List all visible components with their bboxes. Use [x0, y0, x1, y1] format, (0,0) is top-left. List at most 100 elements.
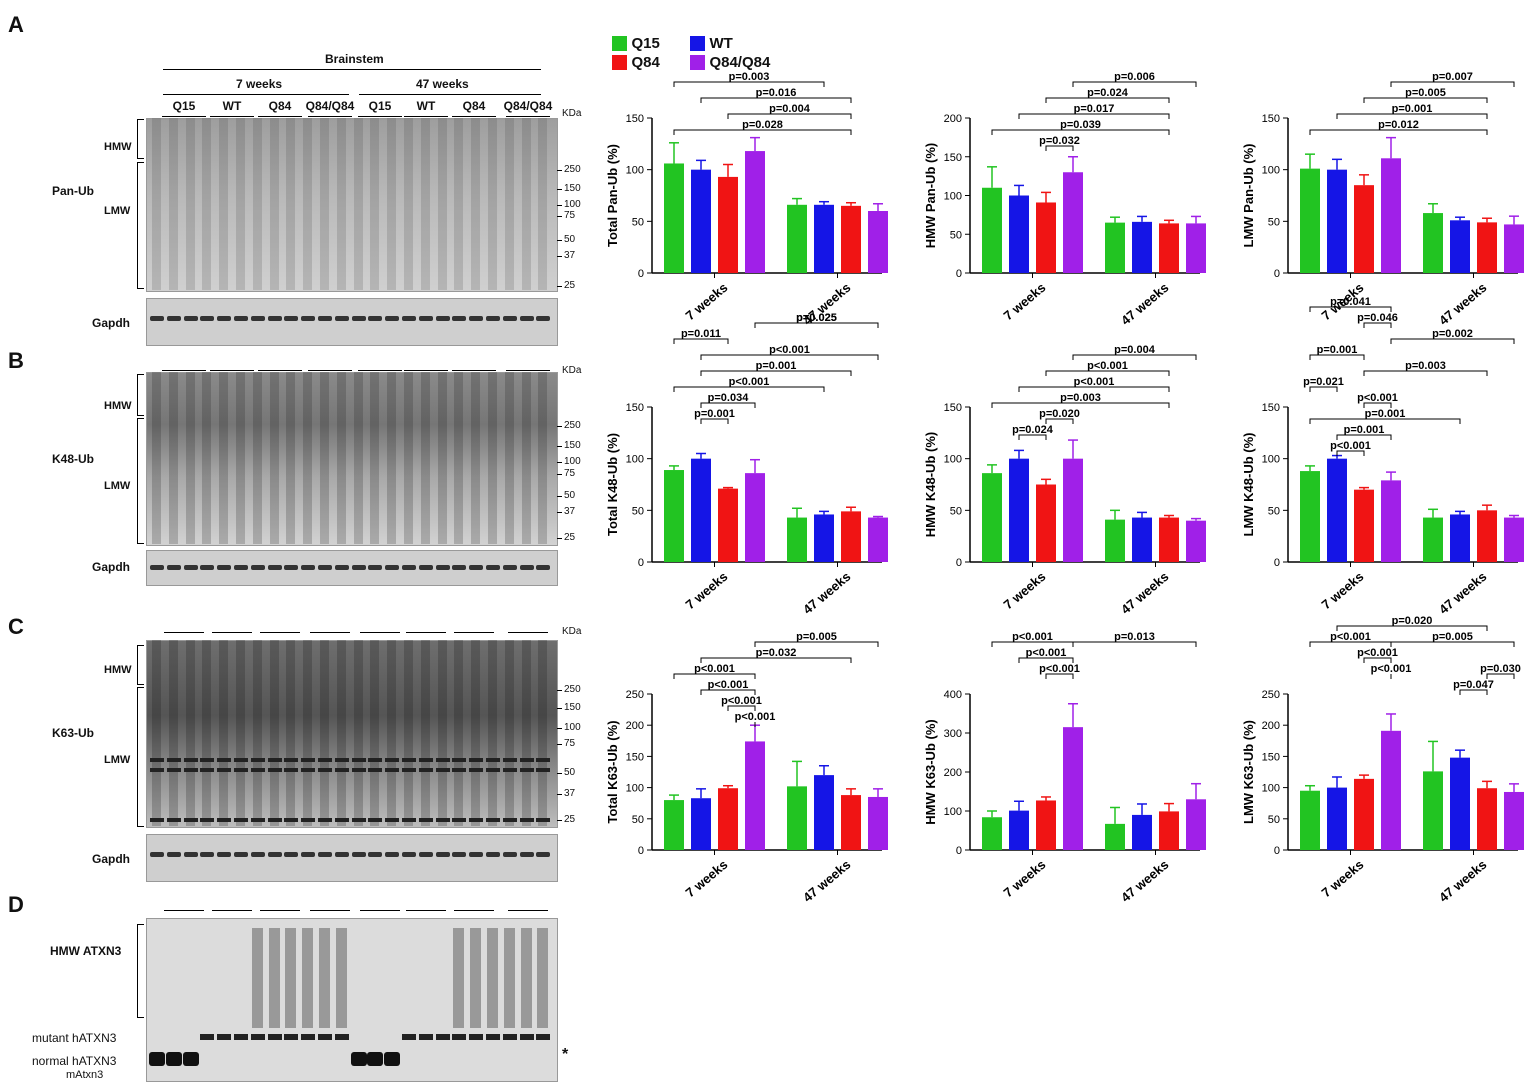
age-line-47wk: [359, 94, 541, 95]
k63-band: [334, 758, 349, 762]
y-axis-label: LMW Pan-Ub (%): [1241, 144, 1256, 248]
gapdh-band: [452, 852, 467, 857]
blot-lane: [504, 118, 514, 290]
hmw-atxn3-smear: [319, 928, 330, 1028]
bar: [1063, 727, 1083, 850]
significance-bracket: [700, 418, 729, 424]
k63-band: [435, 758, 450, 762]
bar: [814, 775, 834, 850]
hmw-atxn3-smear: [285, 928, 297, 1028]
genotype-label: Q84: [462, 99, 486, 113]
k63-band: [334, 768, 349, 772]
mw-marker-label: 150: [564, 702, 581, 713]
y-axis-label: LMW K48-Ub (%): [1241, 433, 1256, 537]
k63-band: [234, 758, 248, 762]
group-underline-b: [210, 370, 254, 371]
significance-bracket: [1363, 97, 1488, 103]
bar: [841, 511, 861, 562]
mutant-atxn3-band: [267, 1034, 282, 1040]
gapdh-band: [334, 316, 349, 321]
gapdh-band: [469, 316, 484, 321]
blot-lane: [286, 640, 296, 826]
gapdh-band: [435, 565, 450, 570]
group-underline-b: [258, 370, 302, 371]
mw-marker-label: 250: [564, 164, 581, 175]
bar: [745, 741, 765, 850]
k63-band: [452, 768, 467, 772]
group-underline-c: [212, 632, 252, 633]
y-tick-label: 0: [956, 268, 962, 280]
bar: [1036, 202, 1056, 273]
k63-band: [284, 768, 299, 772]
k63-band: [284, 818, 299, 822]
genotype-underline: [210, 116, 254, 117]
y-tick-label: 400: [944, 689, 962, 701]
mw-marker-label: 75: [564, 738, 576, 749]
gapdh-band: [250, 316, 265, 321]
k63-band: [486, 818, 500, 822]
significance-label: p<0.001: [735, 711, 776, 723]
hmw-atxn3-smear: [302, 928, 314, 1028]
blot-lane: [404, 118, 413, 290]
significance-bracket: [700, 689, 756, 695]
mw-marker-tick: [557, 286, 562, 287]
mw-marker-label: 75: [564, 468, 576, 479]
significance-bracket: [1309, 641, 1392, 647]
bar: [1159, 517, 1179, 562]
bar: [1132, 814, 1152, 850]
blot-lane: [538, 118, 548, 290]
significance-label: p=0.004: [769, 103, 811, 115]
bar: [1477, 788, 1497, 850]
significance-bracket: [1336, 113, 1488, 119]
mutant-atxn3-band: [418, 1034, 433, 1040]
y-tick-label: 50: [1268, 505, 1280, 517]
significance-label: p=0.024: [1012, 424, 1054, 436]
blot-lane: [303, 372, 313, 544]
k63-band: [368, 758, 383, 762]
y-tick-label: 200: [1262, 720, 1280, 732]
significance-bracket: [1018, 386, 1170, 392]
x-tick-label: 7 weeks: [1001, 569, 1049, 613]
significance-bracket: [1045, 370, 1170, 376]
mouse-atxn3-label: mAtxn3: [66, 1069, 104, 1081]
mw-marker-label: 100: [564, 199, 581, 210]
mutant-atxn3-band: [250, 1034, 265, 1040]
blot-lane: [521, 118, 531, 290]
mw-marker-label: 50: [564, 234, 576, 245]
gapdh-band: [150, 852, 164, 857]
age-line-7wk: [163, 94, 349, 95]
bar: [1132, 221, 1152, 273]
significance-label: p=0.025: [796, 312, 837, 324]
mw-marker-tick: [557, 794, 562, 795]
blot-bracket: [137, 645, 144, 685]
bar: [1327, 787, 1347, 850]
group-underline-d: [212, 910, 252, 911]
significance-label: p<0.001: [1371, 663, 1412, 675]
group-underline-c: [508, 632, 548, 633]
y-tick-label: 0: [1274, 557, 1280, 569]
y-tick-label: 100: [944, 191, 962, 203]
k63-band: [267, 768, 282, 772]
y-tick-label: 100: [626, 165, 644, 177]
blot-bracket: [137, 924, 144, 1018]
legend-item-wt: WT: [690, 35, 733, 53]
gapdh-band: [385, 316, 400, 321]
significance-label: p<0.001: [1357, 392, 1398, 404]
bar: [1504, 224, 1524, 273]
group-underline-b: [506, 370, 550, 371]
significance-bracket: [1336, 450, 1365, 456]
gapdh-band: [284, 852, 299, 857]
gapdh-band: [368, 852, 383, 857]
mw-marker-tick: [557, 462, 562, 463]
significance-label: p<0.001: [1357, 647, 1398, 659]
k63-band: [469, 768, 484, 772]
gapdh-band: [217, 565, 232, 570]
significance-bracket: [727, 113, 852, 119]
significance-label: p=0.034: [708, 392, 750, 404]
mw-marker-tick: [557, 708, 562, 709]
k63-band: [435, 768, 450, 772]
y-tick-label: 100: [1262, 165, 1280, 177]
blot-lane: [152, 118, 161, 290]
blot-lane: [168, 372, 178, 544]
significance-label: p=0.024: [1087, 87, 1129, 99]
